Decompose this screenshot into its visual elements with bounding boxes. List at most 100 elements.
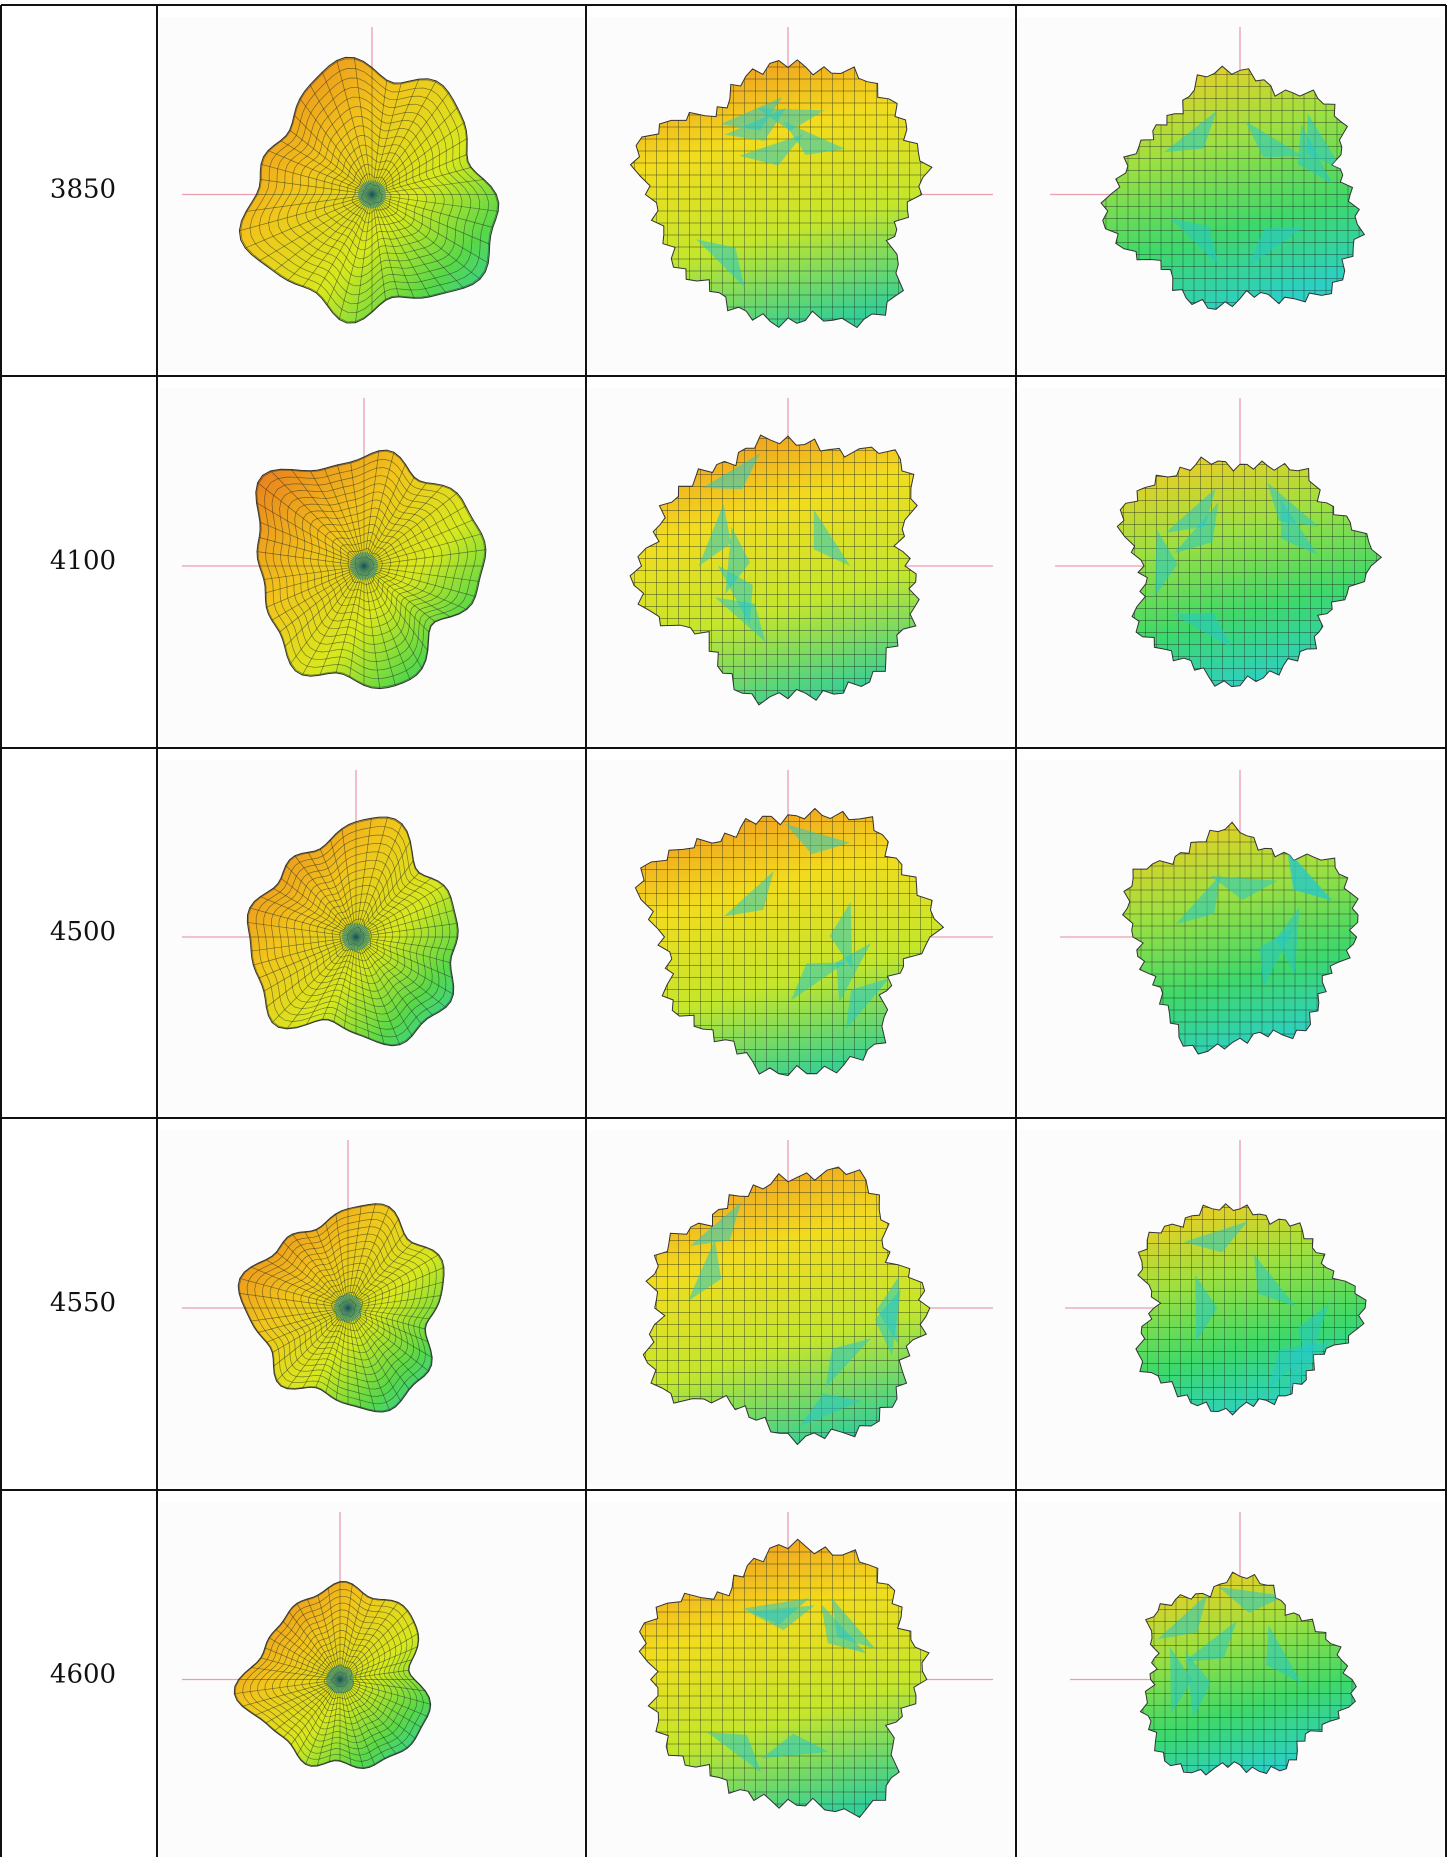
- mesh-spoke: [347, 1233, 405, 1309]
- mesh-spoke: [287, 194, 373, 281]
- mesh-spoke: [284, 565, 365, 648]
- mesh-spoke: [355, 936, 385, 1045]
- mesh-spoke: [271, 936, 357, 1023]
- mesh-spoke: [371, 194, 489, 264]
- mesh-spoke: [273, 1307, 349, 1367]
- mesh-spoke: [371, 154, 468, 195]
- mesh-spoke: [339, 1679, 397, 1755]
- mesh-spoke: [266, 1307, 349, 1343]
- mesh-spoke: [250, 1266, 349, 1309]
- mesh-spoke: [327, 1587, 341, 1680]
- mesh-spoke: [257, 1307, 349, 1333]
- mesh-spoke: [353, 57, 373, 195]
- mesh-spoke: [282, 1241, 349, 1309]
- lobe-shade: [1210, 876, 1278, 900]
- mesh-spoke: [371, 194, 431, 298]
- mesh-spoke: [286, 1307, 349, 1389]
- mesh-spoke: [355, 936, 413, 1037]
- lobe-shade: [1185, 1651, 1211, 1719]
- mesh-spoke: [246, 194, 373, 212]
- mesh-spoke: [330, 839, 357, 938]
- surface-mesh: [247, 817, 458, 1046]
- mesh-spoke: [363, 565, 476, 597]
- mesh-spoke: [347, 1307, 429, 1372]
- mesh-spoke: [250, 1307, 349, 1322]
- mesh-spoke: [317, 1595, 341, 1680]
- mesh-spoke: [355, 823, 403, 938]
- mesh-spoke: [293, 114, 373, 195]
- surface-mesh: [234, 1581, 431, 1769]
- lobe-shade: [1253, 1253, 1296, 1307]
- mesh-spoke: [355, 194, 373, 323]
- mesh-spoke: [363, 450, 380, 567]
- mesh-spoke: [339, 1679, 422, 1728]
- lobe-shade: [831, 1597, 876, 1649]
- lobe-shade: [1306, 113, 1343, 171]
- center-shade: [326, 1665, 354, 1694]
- mesh-spoke: [319, 848, 357, 938]
- lobe-shade: [1266, 1624, 1302, 1684]
- mesh-spoke: [256, 551, 365, 567]
- lobe-shade: [698, 503, 732, 567]
- mesh-spoke: [242, 1679, 341, 1707]
- lobe-shade: [742, 1598, 810, 1625]
- mesh-spoke: [363, 485, 444, 567]
- mesh-spoke: [315, 194, 373, 294]
- lobe-shade: [1268, 1342, 1319, 1389]
- lobe-shade: [725, 526, 750, 594]
- mesh-spoke: [265, 565, 365, 594]
- lobe-shade: [1195, 1274, 1218, 1343]
- center-shade: [342, 923, 370, 951]
- mesh-spoke: [234, 1679, 341, 1695]
- surface-mesh: [238, 1203, 444, 1412]
- mesh-spoke: [339, 1679, 364, 1769]
- mesh-spoke: [258, 936, 357, 979]
- mesh-spoke: [335, 1307, 349, 1401]
- mesh-spoke: [260, 179, 373, 195]
- mesh-spoke: [363, 565, 381, 689]
- lobe-shade: [1157, 1593, 1208, 1640]
- mesh-spoke: [307, 852, 357, 938]
- mesh-spoke: [249, 907, 357, 938]
- mesh-spoke: [251, 936, 357, 952]
- mesh-spoke: [363, 565, 423, 669]
- mesh-spoke: [339, 1679, 428, 1717]
- mesh-spoke: [371, 194, 400, 298]
- mesh-spoke: [288, 1611, 341, 1680]
- mesh-spoke: [363, 565, 436, 623]
- lobe-shade: [1163, 110, 1217, 153]
- mesh-spoke: [272, 1307, 349, 1353]
- mesh-spoke: [315, 1307, 349, 1388]
- mesh-spoke: [371, 194, 499, 212]
- mesh-spoke: [321, 72, 373, 195]
- mesh-spoke: [339, 1679, 376, 1766]
- mesh-spoke: [355, 936, 422, 1025]
- mesh-spoke: [355, 840, 411, 938]
- lobe-shade: [761, 1733, 829, 1759]
- mesh-spoke: [355, 860, 414, 938]
- mesh-spoke: [371, 107, 458, 195]
- mesh-spoke: [347, 1307, 362, 1409]
- mesh-spoke: [371, 194, 465, 289]
- mesh-spoke: [363, 492, 458, 567]
- mesh-spoke: [299, 98, 373, 195]
- mesh-spoke: [339, 1610, 408, 1680]
- mesh-spoke: [276, 1307, 349, 1382]
- mesh-spoke: [371, 194, 415, 299]
- mesh-spoke: [371, 122, 465, 195]
- mesh-spoke: [363, 519, 474, 567]
- mesh-spoke: [347, 1281, 444, 1309]
- mesh-spoke: [254, 1679, 341, 1716]
- mesh-spoke: [294, 855, 357, 938]
- mesh-spoke: [315, 1229, 349, 1309]
- mesh-spoke: [355, 936, 454, 951]
- mesh-spoke: [363, 565, 451, 618]
- lobe-shade: [1259, 927, 1295, 987]
- lobe-shade: [1154, 529, 1178, 598]
- mesh-spoke: [347, 1307, 390, 1411]
- mesh-spoke: [355, 872, 420, 938]
- mesh-spoke: [306, 936, 357, 1025]
- pattern-surface: [629, 434, 920, 706]
